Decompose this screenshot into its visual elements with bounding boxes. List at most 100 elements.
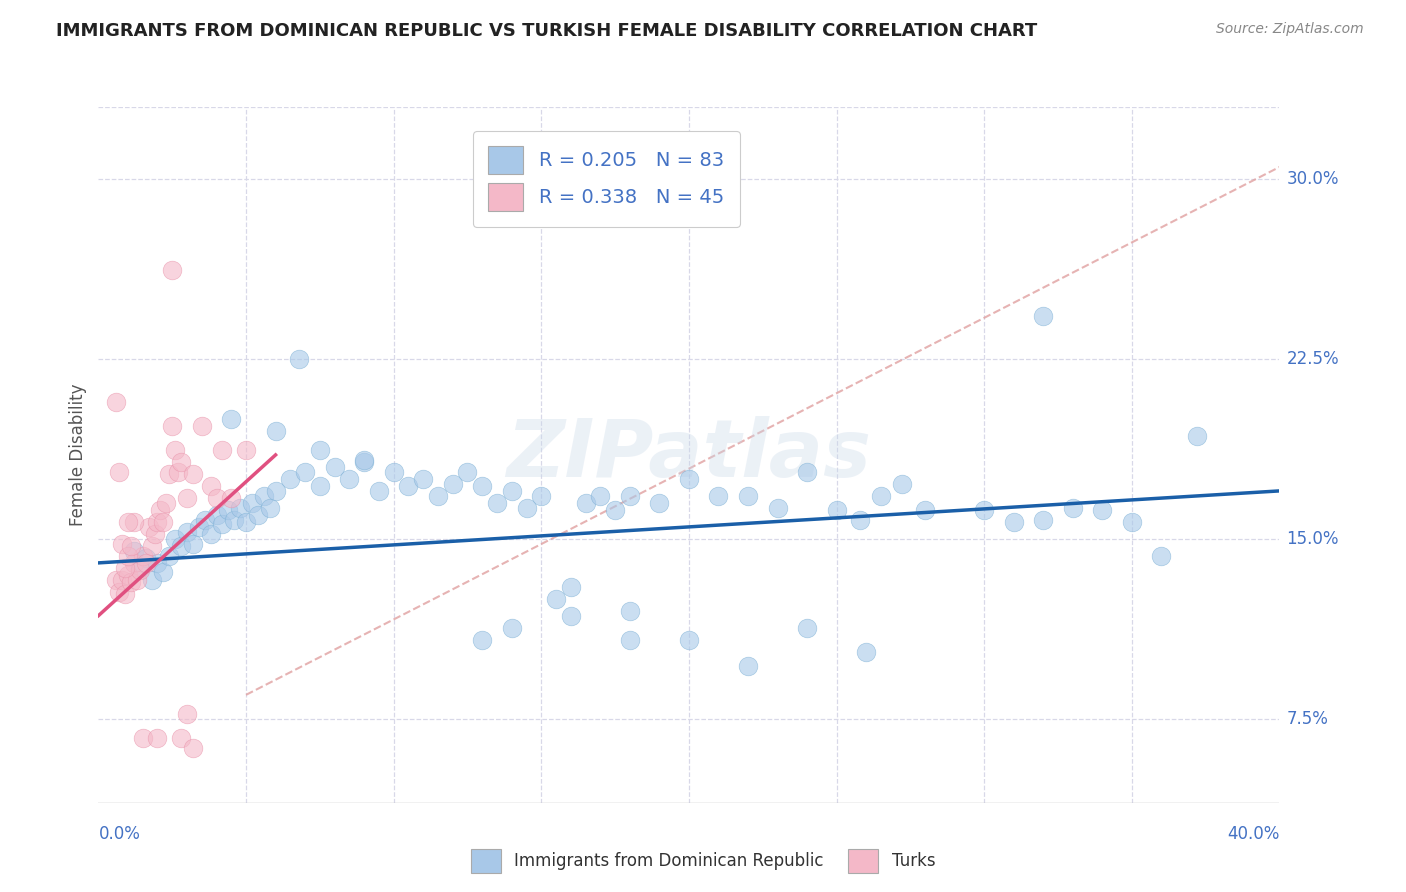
Point — [152, 566, 174, 580]
Point — [143, 527, 166, 541]
Point — [187, 520, 209, 534]
Point — [105, 395, 128, 409]
Point — [515, 500, 537, 515]
Point — [122, 515, 145, 529]
Point — [128, 560, 150, 574]
Point — [678, 472, 700, 486]
Point — [353, 452, 375, 467]
Point — [167, 465, 190, 479]
Point — [678, 632, 700, 647]
Point — [125, 573, 148, 587]
Point — [132, 549, 155, 563]
Point — [117, 549, 139, 563]
Point — [530, 489, 553, 503]
Point — [427, 489, 450, 503]
Point — [117, 515, 139, 529]
Point — [825, 503, 848, 517]
Point — [114, 587, 136, 601]
Point — [235, 515, 257, 529]
Point — [162, 263, 183, 277]
Point — [170, 455, 193, 469]
Point — [122, 544, 145, 558]
Point — [128, 563, 150, 577]
Text: 7.5%: 7.5% — [1286, 710, 1329, 728]
Point — [368, 483, 391, 498]
Point — [560, 608, 582, 623]
Point — [501, 483, 523, 498]
Point — [152, 515, 174, 529]
Point — [205, 508, 228, 522]
Point — [294, 465, 316, 479]
Point — [278, 472, 302, 486]
Point — [138, 520, 160, 534]
Point — [165, 443, 187, 458]
Point — [890, 476, 912, 491]
Point — [108, 465, 131, 479]
Point — [122, 556, 145, 570]
Legend: R = 0.205   N = 83, R = 0.338   N = 45: R = 0.205 N = 83, R = 0.338 N = 45 — [472, 130, 740, 227]
Point — [382, 465, 405, 479]
Point — [120, 575, 142, 590]
Point — [229, 500, 252, 515]
Point — [796, 465, 818, 479]
Point — [560, 580, 582, 594]
Point — [914, 503, 936, 517]
Point — [396, 479, 419, 493]
Point — [149, 503, 172, 517]
Point — [605, 503, 627, 517]
Point — [471, 632, 494, 647]
Point — [264, 424, 287, 438]
Point — [219, 491, 242, 505]
Point — [155, 496, 177, 510]
Point — [288, 351, 311, 366]
Point — [353, 455, 375, 469]
Point — [176, 706, 198, 721]
Point — [1121, 515, 1143, 529]
Text: Source: ZipAtlas.com: Source: ZipAtlas.com — [1216, 22, 1364, 37]
Point — [648, 496, 671, 510]
Point — [120, 539, 142, 553]
Point — [191, 419, 214, 434]
Text: 22.5%: 22.5% — [1286, 350, 1339, 368]
Text: 30.0%: 30.0% — [1286, 170, 1339, 188]
Point — [1091, 503, 1114, 517]
Point — [501, 621, 523, 635]
Point — [309, 479, 332, 493]
Point — [211, 517, 233, 532]
Legend: Immigrants from Dominican Republic, Turks: Immigrants from Dominican Republic, Turk… — [464, 842, 942, 880]
Point — [707, 489, 730, 503]
Point — [737, 659, 759, 673]
Point — [111, 573, 134, 587]
Point — [162, 419, 183, 434]
Point — [456, 465, 478, 479]
Point — [211, 443, 233, 458]
Point — [337, 472, 360, 486]
Text: 40.0%: 40.0% — [1227, 825, 1279, 843]
Point — [205, 491, 228, 505]
Point — [111, 537, 134, 551]
Point — [224, 513, 246, 527]
Point — [619, 489, 641, 503]
Point — [1032, 309, 1054, 323]
Point — [471, 479, 494, 493]
Point — [855, 645, 877, 659]
Point — [219, 412, 242, 426]
Text: 0.0%: 0.0% — [98, 825, 141, 843]
Text: IMMIGRANTS FROM DOMINICAN REPUBLIC VS TURKISH FEMALE DISABILITY CORRELATION CHAR: IMMIGRANTS FROM DOMINICAN REPUBLIC VS TU… — [56, 22, 1038, 40]
Point — [737, 489, 759, 503]
Point — [264, 483, 287, 498]
Point — [412, 472, 434, 486]
Point — [486, 496, 509, 510]
Point — [574, 496, 596, 510]
Point — [141, 573, 163, 587]
Point — [441, 476, 464, 491]
Point — [117, 567, 139, 582]
Point — [176, 524, 198, 539]
Point — [157, 467, 180, 482]
Point — [114, 560, 136, 574]
Point — [766, 500, 789, 515]
Point — [1185, 428, 1208, 442]
Point — [1032, 513, 1054, 527]
Point — [240, 496, 263, 510]
Point — [170, 539, 193, 553]
